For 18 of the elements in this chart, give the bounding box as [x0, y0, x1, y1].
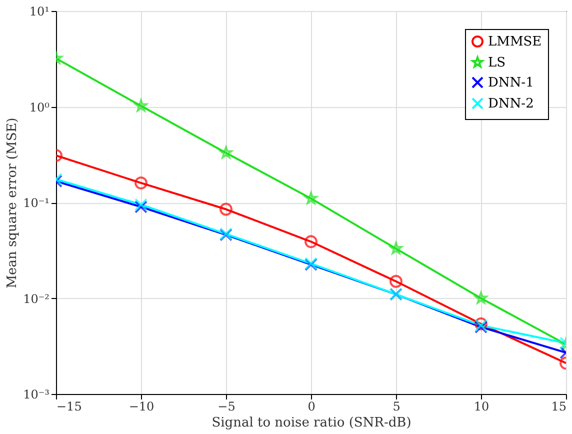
y-axis-title: Mean square error (MSE) — [5, 118, 20, 288]
x-tick-label: 15 — [551, 400, 566, 414]
y-tick-label: 10⁻¹ — [23, 196, 50, 210]
y-tick-label: 10⁰ — [29, 100, 50, 114]
x-tick-label: 10 — [474, 400, 490, 414]
legend-label: DNN-1 — [488, 76, 534, 90]
legend-label: LMMSE — [488, 34, 542, 50]
legend-label: DNN-2 — [488, 96, 534, 112]
legend-label: LS — [488, 56, 506, 70]
y-tick-label: 10¹ — [29, 4, 50, 18]
y-tick-label: 10⁻³ — [23, 388, 50, 402]
x-tick-label: 0 — [308, 400, 316, 414]
x-tick-label: −15 — [56, 400, 82, 414]
x-tick-label: −10 — [128, 400, 154, 414]
x-axis-title: Signal to noise ratio (SNR-dB) — [212, 416, 412, 430]
x-tick-label: −5 — [218, 400, 236, 414]
y-tick-label: 10⁻² — [23, 292, 50, 306]
x-tick-label: 5 — [392, 400, 400, 414]
